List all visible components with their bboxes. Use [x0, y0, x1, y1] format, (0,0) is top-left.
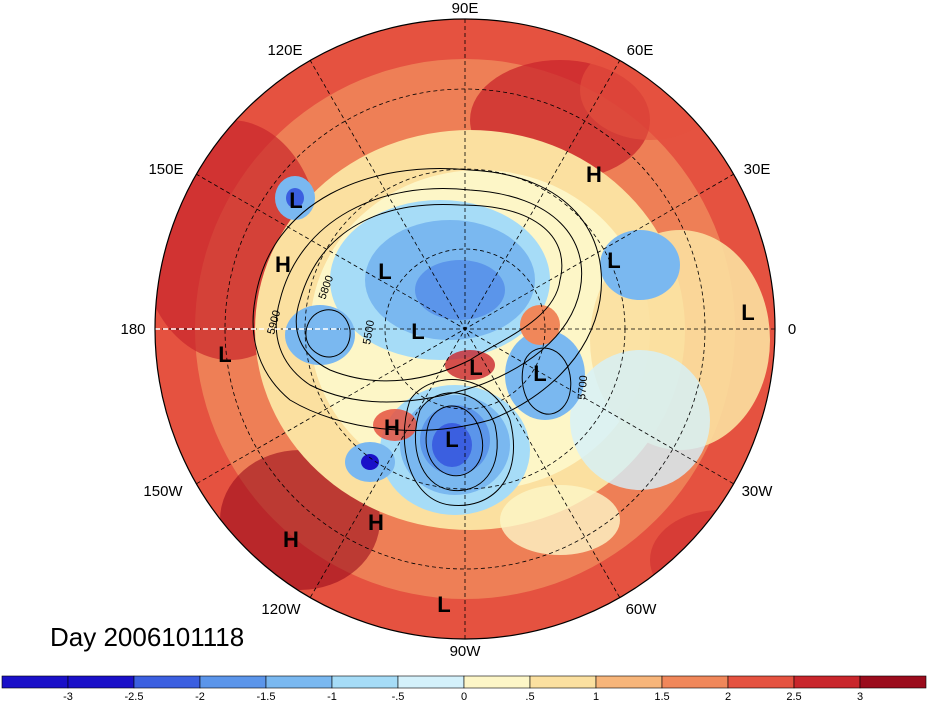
- low-marker: L: [469, 355, 482, 380]
- low-marker: L: [378, 259, 391, 284]
- colorbar-tick-label: 2: [725, 691, 731, 702]
- colorbar-swatch: [133, 675, 201, 689]
- plot-title: Day 2006101118: [50, 622, 244, 652]
- lon-label-180: 180: [120, 321, 145, 338]
- colorbar-swatch: [529, 675, 597, 689]
- lon-label-120e: 120E: [267, 42, 302, 59]
- high-marker: H: [586, 162, 602, 187]
- high-marker: H: [283, 527, 299, 552]
- low-marker: L: [607, 248, 620, 273]
- contour-label-5500: 5500: [361, 319, 377, 345]
- low-marker: L: [411, 319, 424, 344]
- colorbar-swatch: [331, 675, 399, 689]
- colorbar-tick-label: -2: [195, 691, 205, 702]
- colorbar-tick-label: 2.5: [786, 691, 801, 702]
- colorbar-swatch: [727, 675, 795, 689]
- colorbar-swatch: [793, 675, 861, 689]
- pressure-markers: L H L L L L L H L H H L H L L: [218, 162, 754, 617]
- colorbar-tick-label: 3: [857, 691, 863, 702]
- low-marker: L: [445, 427, 458, 452]
- colorbar-swatch: [199, 675, 267, 689]
- colorbar-tick-label: .5: [525, 691, 534, 702]
- colorbar-swatch: [595, 675, 663, 689]
- lon-label-120w: 120W: [261, 601, 301, 618]
- low-marker: L: [437, 592, 450, 617]
- high-marker: H: [384, 415, 400, 440]
- low-marker: L: [533, 361, 546, 386]
- lon-label-60e: 60E: [627, 42, 654, 59]
- colorbar-swatch: [463, 675, 531, 689]
- colorbar-tick-label: 1: [593, 691, 599, 702]
- contour-label-5700: 5700: [576, 375, 590, 400]
- low-marker: L: [289, 188, 302, 213]
- colorbar-tick-label: -1.5: [257, 691, 276, 702]
- height-contours: [252, 168, 602, 507]
- lon-label-150w: 150W: [143, 483, 183, 500]
- lon-label-30w: 30W: [742, 483, 774, 500]
- longitude-labels: 90E 60E 30E 0 30W 60W 90W 120W 150W 180 …: [120, 0, 796, 660]
- lon-label-0: 0: [788, 321, 796, 338]
- high-marker: H: [368, 510, 384, 535]
- low-marker: L: [218, 342, 231, 367]
- lon-label-60w: 60W: [626, 601, 658, 618]
- graticule: [155, 19, 775, 639]
- colorbar-tick-label: 1.5: [654, 691, 669, 702]
- colorbar-swatch: [397, 675, 465, 689]
- low-marker: L: [741, 300, 754, 325]
- lon-label-90w: 90W: [450, 643, 482, 660]
- colorbar-swatch: [265, 675, 333, 689]
- high-marker: H: [275, 252, 291, 277]
- colorbar-swatch: [1, 675, 69, 689]
- colorbar: -3 -2.5 -2 -1.5 -1 -.5 0 .5 1 1.5 2 2.5 3: [1, 675, 927, 702]
- lon-label-90e: 90E: [452, 0, 479, 17]
- colorbar-swatch: [859, 675, 927, 689]
- colorbar-tick-label: -.5: [392, 691, 405, 702]
- colorbar-swatch: [67, 675, 135, 689]
- colorbar-tick-label: 0: [461, 691, 467, 702]
- colorbar-tick-label: -2.5: [125, 691, 144, 702]
- map-border: [154, 18, 776, 640]
- lon-label-150e: 150E: [148, 161, 183, 178]
- colorbar-tick-label: -3: [63, 691, 73, 702]
- colorbar-tick-label: -1: [327, 691, 337, 702]
- lon-label-30e: 30E: [744, 161, 771, 178]
- colorbar-swatch: [661, 675, 729, 689]
